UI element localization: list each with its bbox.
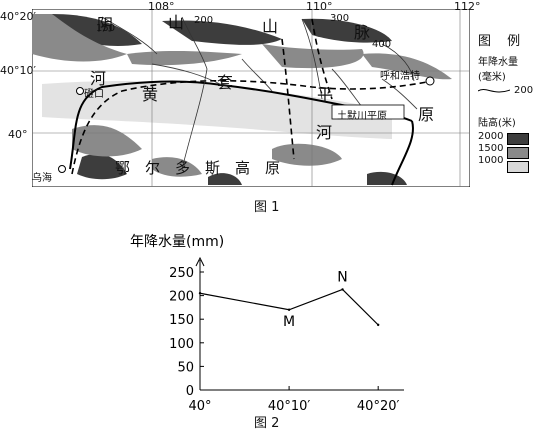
railway (71, 18, 433, 175)
legend-swatch-2000 (507, 133, 530, 145)
data-point-3 (376, 323, 380, 327)
legend: 图 例 年降水量 (毫米) 200 陆高(米) 2000 1500 1000 (478, 30, 544, 173)
lon-108: 108° (148, 0, 175, 13)
legend-elev-1500: 1500 (478, 143, 504, 154)
tumochuan-box (331, 104, 405, 120)
legend-swatch-1000 (507, 161, 530, 173)
ordos-label-4: 斯 (205, 159, 221, 177)
hetao-label-4: 原 (418, 105, 435, 124)
isohyet-200: 200 (194, 15, 214, 26)
y-tick-label-4: 200 (169, 290, 194, 305)
mountain-label-1: 阴 (97, 15, 114, 34)
legend-elev-1000: 1000 (478, 155, 504, 166)
figure-2-caption: 图 2 (254, 416, 280, 431)
tributaries (151, 58, 418, 110)
legend-precip-example: 200 (514, 85, 534, 96)
lon-112: 112° (454, 0, 481, 13)
hetao-label-3: 平 (317, 85, 334, 104)
annotation-N: N (337, 269, 347, 285)
he-label: 河 (316, 123, 333, 142)
figure-2-chart: 年降水量(mm) 0 50 100 150 200 250 40° 40°10′ 40°20′ M N (0, 232, 544, 434)
ordos-label-5: 高 (235, 159, 251, 177)
lon-110: 110° (306, 0, 333, 13)
yellow-river-label: 黄 (142, 85, 159, 104)
isohyet-150: 150 (96, 23, 116, 34)
x-tick-label-2: 40°20′ (357, 399, 400, 414)
ordos-label-1: 鄂 (115, 159, 131, 177)
y-tick-label-2: 100 (169, 337, 194, 352)
lat-40-10: 40°10′ (0, 64, 36, 77)
ordos-label-6: 原 (265, 159, 281, 177)
ordos-label-2: 尔 (145, 159, 161, 177)
y-axis-arrow-icon (195, 256, 205, 267)
y-tick-label-1: 50 (177, 360, 194, 375)
legend-precip-unit: (毫米) (478, 72, 506, 83)
elevation-1000-dots (42, 81, 392, 139)
city-wuhai: 乌海 (32, 173, 52, 184)
lat-40: 40° (8, 128, 28, 141)
mountain-label-2: 山 (168, 13, 185, 32)
ordos-label-3: 多 (175, 159, 191, 177)
precip-line (199, 288, 379, 326)
map-svg (31, 8, 471, 188)
legend-title: 图 例 (478, 34, 527, 49)
figure-1-map: 阴 山 山 脉 河 套 平 原 黄 河 鄂 尔 多 斯 高 原 土默川平原 磴口… (31, 8, 471, 188)
city-hohhot: 呼和浩特 (380, 71, 420, 82)
x-tick-label-0: 40° (188, 399, 211, 414)
y-tick-label-5: 250 (169, 266, 194, 281)
city-dengkou: 磴口 (84, 89, 104, 100)
legend-swatch-1500 (507, 147, 530, 159)
legend-precip-sample: 200 (478, 85, 544, 96)
cities (58, 76, 435, 173)
hetao-label-1: 河 (90, 69, 107, 88)
isohyet-400: 400 (372, 39, 392, 50)
elevation-1500 (32, 14, 452, 177)
figure-1-caption: 图 1 (254, 200, 280, 215)
annotation-M: M (283, 314, 295, 330)
tumochuan-label: 土默川平原 (337, 111, 387, 122)
mountain-label-3: 山 (262, 17, 279, 36)
y-tick-label-0: 0 (186, 384, 194, 399)
isohyets (101, 16, 415, 170)
lat-40-20: 40°20′ (0, 10, 36, 23)
legend-elev-2000: 2000 (478, 131, 504, 142)
precip-chart-svg: 年降水量(mm) 0 50 100 150 200 250 40° 40°10′ 40°20′ M N (130, 234, 404, 414)
hetao-label-2: 套 (217, 73, 234, 92)
legend-precip-label: 年降水量 (478, 57, 518, 68)
chart-title: 年降水量(mm) (130, 234, 224, 250)
y-tick-label-3: 150 (169, 313, 194, 328)
legend-elev-label: 陆高(米) (478, 118, 516, 129)
x-tick-label-1: 40°10′ (268, 399, 311, 414)
isohyet-300: 300 (330, 13, 350, 24)
isohyet-sample-icon (478, 88, 510, 92)
data-point-1 (287, 308, 291, 311)
legend-elev: 2000 1500 1000 (478, 131, 544, 173)
mountain-label-4: 脉 (354, 23, 371, 42)
data-point-2 (341, 288, 344, 291)
graticule (32, 9, 470, 187)
data-point-0 (198, 292, 202, 295)
